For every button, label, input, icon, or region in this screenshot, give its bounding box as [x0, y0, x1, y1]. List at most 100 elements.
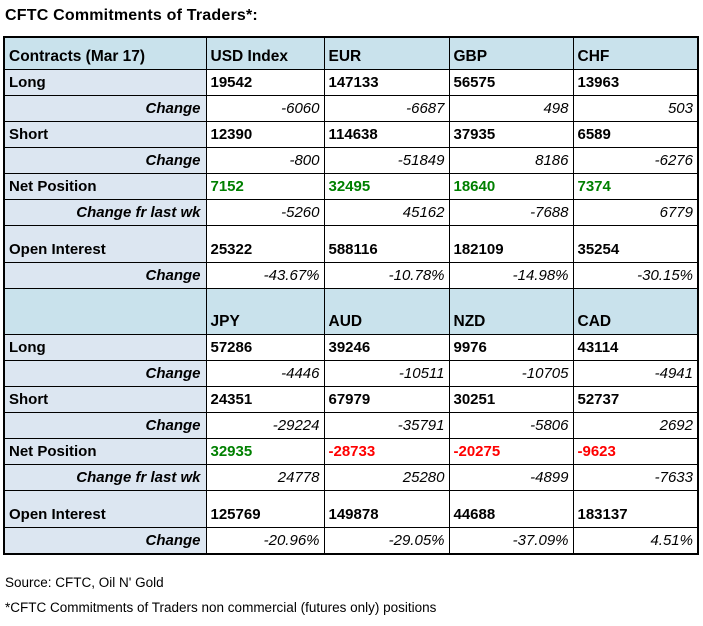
cot-table: Contracts (Mar 17) USD Index EUR GBP CHF Long…: [3, 36, 699, 555]
column-header: CAD: [572, 288, 699, 335]
cell-value: -35791: [323, 412, 450, 439]
cell-value: 25280: [323, 464, 450, 491]
header-row: JPY AUD NZD CAD: [3, 288, 699, 335]
cell-value: 9976: [448, 334, 574, 361]
cell-value: 24778: [205, 464, 325, 491]
cell-value: -4899: [448, 464, 574, 491]
cell-value: 503: [572, 95, 699, 122]
row-label: Open Interest: [3, 490, 207, 528]
cell-value: -43.67%: [205, 262, 325, 289]
row-label: Change: [3, 147, 207, 174]
row-label: Change: [3, 95, 207, 122]
row-label: Open Interest: [3, 225, 207, 263]
cell-value: 6779: [572, 199, 699, 226]
cell-value: -30.15%: [572, 262, 699, 289]
cell-value: 67979: [323, 386, 450, 413]
table-row: Change fr last wk 24778 25280 -4899 -7633: [3, 464, 699, 491]
column-header: CHF: [572, 36, 699, 70]
cell-value: -20.96%: [205, 527, 325, 555]
row-label: Short: [3, 386, 207, 413]
cell-value: 43114: [572, 334, 699, 361]
cell-value: 25322: [205, 225, 325, 263]
table-row: Net Position 32935 -28733 -20275 -9623: [3, 438, 699, 465]
cell-value: 45162: [323, 199, 450, 226]
cell-value: 44688: [448, 490, 574, 528]
row-label: Long: [3, 69, 207, 96]
cell-value: -37.09%: [448, 527, 574, 555]
cell-value: -10705: [448, 360, 574, 387]
table-row: Change -6060 -6687 498 503: [3, 95, 699, 122]
cell-value: -6060: [205, 95, 325, 122]
cell-value: 7152: [205, 173, 325, 200]
footnote-line: *CFTC Commitments of Traders non commerc…: [5, 600, 437, 615]
cell-value: 39246: [323, 334, 450, 361]
row-label: Change: [3, 262, 207, 289]
cell-value: -14.98%: [448, 262, 574, 289]
header-row: Contracts (Mar 17) USD Index EUR GBP CHF: [3, 36, 699, 70]
cell-value: 19542: [205, 69, 325, 96]
cell-value: 6589: [572, 121, 699, 148]
cell-value: -6276: [572, 147, 699, 174]
cell-value: 32495: [323, 173, 450, 200]
cell-value: 498: [448, 95, 574, 122]
cell-value: 4.51%: [572, 527, 699, 555]
cell-value: -800: [205, 147, 325, 174]
cell-value: -4446: [205, 360, 325, 387]
cell-value: -51849: [323, 147, 450, 174]
cell-value: 35254: [572, 225, 699, 263]
column-header: EUR: [323, 36, 450, 70]
cell-value: -29224: [205, 412, 325, 439]
page-title: CFTC Commitments of Traders*:: [5, 7, 258, 24]
cell-value: 12390: [205, 121, 325, 148]
row-label: Net Position: [3, 438, 207, 465]
cell-value: -6687: [323, 95, 450, 122]
table-row: Short 12390 114638 37935 6589: [3, 121, 699, 148]
cell-value: 18640: [448, 173, 574, 200]
cell-value: 182109: [448, 225, 574, 263]
table-row: Long 19542 147133 56575 13963: [3, 69, 699, 96]
cell-value: 125769: [205, 490, 325, 528]
table-row: Change -43.67% -10.78% -14.98% -30.15%: [3, 262, 699, 289]
cell-value: 13963: [572, 69, 699, 96]
table-row: Change -4446 -10511 -10705 -4941: [3, 360, 699, 387]
cell-value: 8186: [448, 147, 574, 174]
cell-value: 52737: [572, 386, 699, 413]
cell-value: 56575: [448, 69, 574, 96]
table-row: Net Position 7152 32495 18640 7374: [3, 173, 699, 200]
table-row: Long 57286 39246 9976 43114: [3, 334, 699, 361]
cell-value: 37935: [448, 121, 574, 148]
footer: Source: CFTC, Oil N' Gold *CFTC Commitme…: [5, 570, 703, 620]
cell-value: -5260: [205, 199, 325, 226]
row-label: Change: [3, 412, 207, 439]
cell-value: -7633: [572, 464, 699, 491]
cot-table-body: Contracts (Mar 17) USD Index EUR GBP CHF Long…: [3, 36, 699, 555]
table-row: Short 24351 67979 30251 52737: [3, 386, 699, 413]
cell-value: 57286: [205, 334, 325, 361]
cell-value: 588116: [323, 225, 450, 263]
cell-value: -5806: [448, 412, 574, 439]
source-line: Source: CFTC, Oil N' Gold: [5, 575, 164, 590]
cell-value: 32935: [205, 438, 325, 465]
cell-value: 2692: [572, 412, 699, 439]
cell-value: 149878: [323, 490, 450, 528]
column-header: USD Index: [205, 36, 325, 70]
column-header: NZD: [448, 288, 574, 335]
cell-value: -28733: [323, 438, 450, 465]
table-row: Change -800 -51849 8186 -6276: [3, 147, 699, 174]
row-label: Short: [3, 121, 207, 148]
cell-value: -4941: [572, 360, 699, 387]
column-header: JPY: [205, 288, 325, 335]
cell-value: -7688: [448, 199, 574, 226]
column-header: Contracts (Mar 17): [3, 36, 207, 70]
cell-value: 24351: [205, 386, 325, 413]
table-row: Change -20.96% -29.05% -37.09% 4.51%: [3, 527, 699, 555]
cell-value: 30251: [448, 386, 574, 413]
column-header: AUD: [323, 288, 450, 335]
row-label: Net Position: [3, 173, 207, 200]
table-row: Change fr last wk -5260 45162 -7688 6779: [3, 199, 699, 226]
cell-value: -10511: [323, 360, 450, 387]
row-label: Change: [3, 360, 207, 387]
table-row: Change -29224 -35791 -5806 2692: [3, 412, 699, 439]
cell-value: 114638: [323, 121, 450, 148]
